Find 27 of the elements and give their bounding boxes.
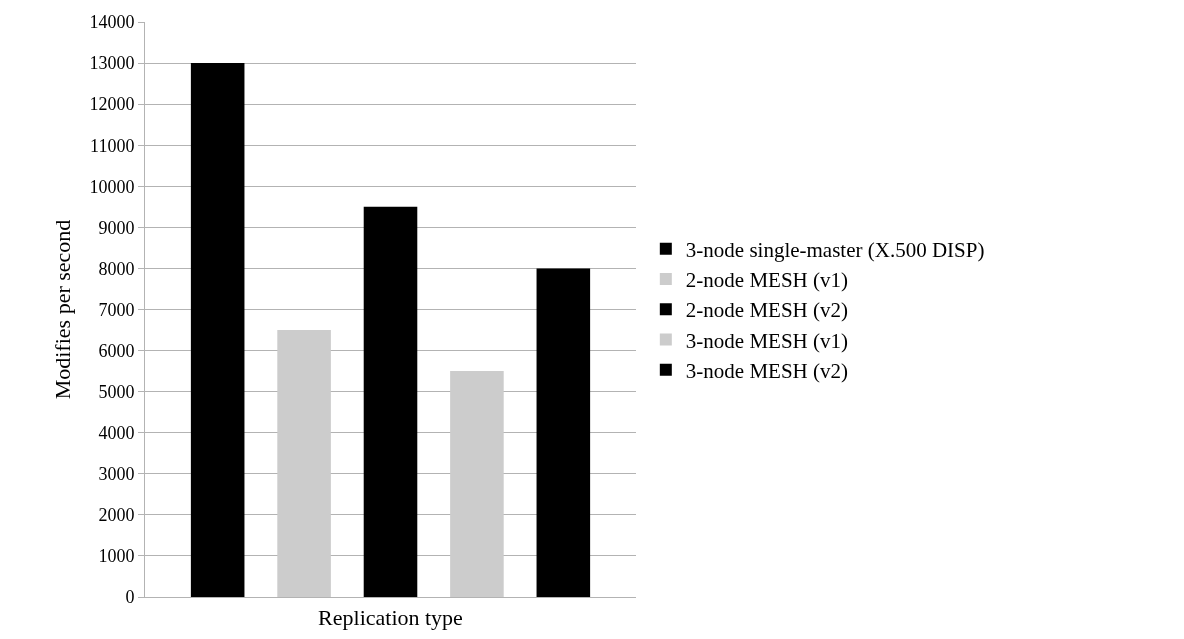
y-tick-label: 4000: [98, 423, 135, 444]
y-tick-label: 2000: [98, 505, 135, 526]
legend-label: 2-node MESH (v1): [685, 268, 848, 293]
bar: [277, 330, 331, 597]
y-tick-label: 12000: [89, 94, 135, 115]
y-tick-label: 10000: [89, 176, 135, 197]
y-axis-title: Modifies per second: [50, 219, 76, 400]
legend-label: 2-node MESH (v2): [685, 298, 848, 323]
y-tick-label: 5000: [98, 381, 135, 402]
y-tick-label: 0: [125, 587, 135, 608]
bar: [450, 371, 504, 597]
legend-label: 3-node MESH (v2): [685, 359, 848, 384]
y-tick-label: 8000: [98, 258, 135, 279]
y-tick-label: 13000: [89, 53, 135, 74]
y-tick-label: 7000: [98, 299, 135, 320]
x-axis-title: Replication type: [318, 604, 463, 630]
y-tick-label: 6000: [98, 340, 135, 361]
bar: [190, 63, 245, 597]
bar: [363, 206, 418, 597]
legend-label: 3-node single-master (X.500 DISP): [685, 237, 985, 262]
y-tick-label: 9000: [98, 217, 135, 238]
y-tick-label: 1000: [98, 546, 135, 567]
y-tick-label: 11000: [90, 135, 135, 156]
y-tick-label: 14000: [89, 12, 135, 33]
legend-label: 3-node MESH (v1): [685, 328, 848, 353]
y-tick-label: 3000: [98, 464, 135, 485]
bar: [536, 268, 591, 597]
